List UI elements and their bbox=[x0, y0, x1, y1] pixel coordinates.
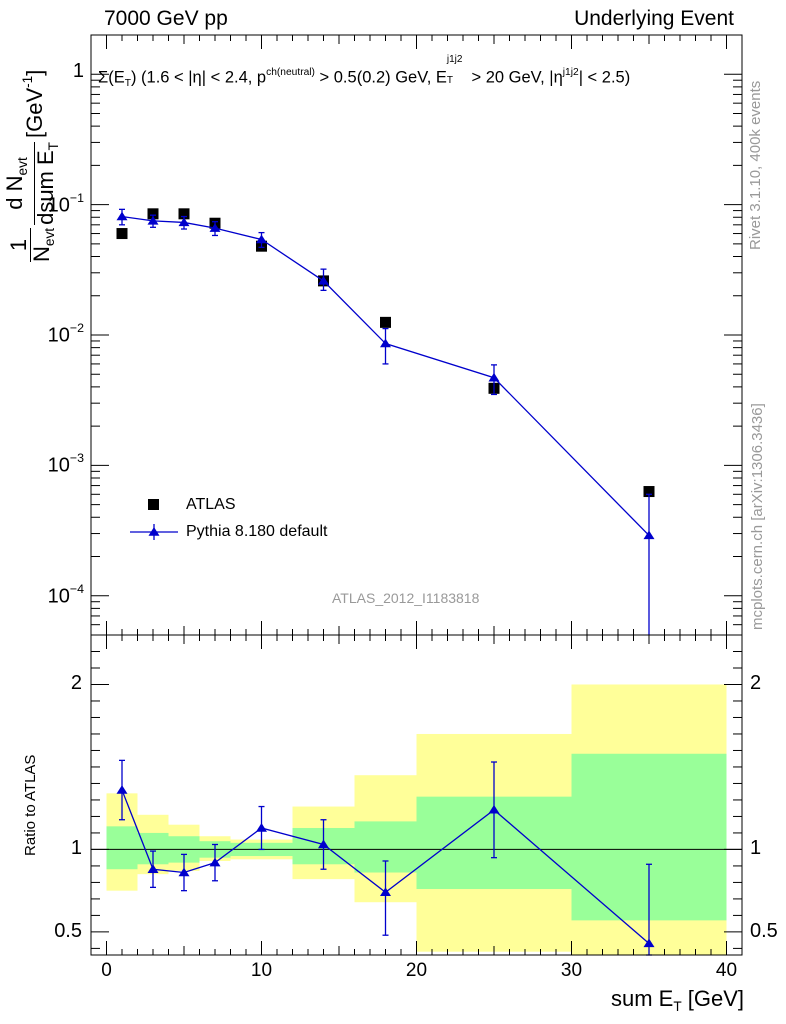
y-nevt-sub: evt bbox=[41, 227, 57, 247]
y-tick-label: 10−3 bbox=[48, 451, 84, 477]
legend-atlas-marker bbox=[148, 499, 159, 510]
x-tick-label: 30 bbox=[560, 960, 583, 981]
pythia-point bbox=[178, 217, 190, 227]
title-ej-script: j1j2 T bbox=[446, 54, 467, 86]
legend-label-atlas: ATLAS bbox=[186, 496, 236, 513]
ratio-pythia-point bbox=[178, 867, 190, 877]
pythia-point bbox=[116, 211, 128, 221]
title-prefix: Σ(E bbox=[98, 68, 125, 87]
y-tick-base: 10 bbox=[47, 454, 70, 477]
header-left: 7000 GeV pp bbox=[104, 7, 228, 30]
ratio-plot-frame bbox=[90, 634, 743, 956]
y-dsum-sub: T bbox=[45, 142, 61, 151]
atlas-point bbox=[178, 208, 190, 220]
y-tick-label: 10−2 bbox=[48, 321, 84, 347]
title-part2: > 0.5(0.2) GeV, E bbox=[314, 68, 447, 87]
ratio-tick-label-right: 2 bbox=[750, 672, 762, 695]
pythia-point bbox=[488, 372, 500, 382]
y-dnevt: d Nevt bbox=[2, 142, 35, 225]
pythia-point bbox=[643, 530, 655, 540]
pythia-point bbox=[256, 234, 267, 244]
y-tick-label: 10−4 bbox=[48, 582, 84, 608]
x-title-sub: T bbox=[673, 998, 682, 1014]
ratio-axis-title: Ratio to ATLAS bbox=[22, 754, 39, 856]
main-plot-frame bbox=[90, 34, 743, 636]
mcplots-label: mcplots.cern.ch [arXiv:1306.3436] bbox=[749, 403, 766, 630]
y-dn-sub: evt bbox=[14, 157, 30, 176]
ratio-pythia-point bbox=[643, 938, 655, 948]
ratio-pythia-point bbox=[256, 823, 267, 832]
plot-title: Σ(ET) (1.6 < |η| < 2.4, pch(neutral) > 0… bbox=[98, 54, 631, 90]
y-dn: d N bbox=[2, 175, 27, 210]
ratio-pythia-point bbox=[488, 804, 500, 814]
ratio-pythia-point bbox=[380, 887, 391, 897]
atlas-point bbox=[116, 228, 128, 240]
ratio-tick-label-right: 0.5 bbox=[750, 919, 778, 942]
y-unit: [GeV-1] bbox=[20, 69, 48, 138]
ratio-pythia-point bbox=[147, 864, 159, 873]
title-pt-sup: ch(neutral) bbox=[266, 66, 315, 78]
x-tick-label: 10 bbox=[250, 960, 273, 981]
ratio-tick-label-left: 1 bbox=[70, 837, 82, 860]
y-frac-one: 1 Nevt bbox=[6, 227, 61, 262]
y-one: 1 bbox=[6, 227, 31, 262]
y-nevt: Nevt bbox=[28, 227, 61, 262]
ratio-pythia-point bbox=[209, 857, 221, 867]
legend-pythia-marker bbox=[148, 527, 160, 536]
y-nevt-n: N bbox=[28, 246, 54, 262]
ratio-band-inner bbox=[106, 826, 138, 870]
y-tick-base: 1 bbox=[72, 60, 84, 83]
pythia-point bbox=[147, 215, 159, 225]
y-tick-exponent: −2 bbox=[69, 321, 84, 335]
y-axis-title: 1 Nevt d Nevt dsum ET [GeV-1] bbox=[2, 69, 65, 262]
ratio-bands bbox=[106, 684, 727, 955]
ratio-tick-label-left: 2 bbox=[70, 672, 82, 695]
pythia-point bbox=[380, 338, 391, 348]
x-title-main: sum E bbox=[610, 986, 674, 1011]
ratio-pythia-point bbox=[318, 839, 329, 849]
y-unit-close: ] bbox=[22, 69, 48, 76]
x-title-unit: [GeV] bbox=[681, 986, 744, 1011]
ratio-tick-label-right: 1 bbox=[750, 837, 762, 860]
y-tick-exponent: −3 bbox=[69, 451, 84, 466]
x-tick-label: 40 bbox=[715, 960, 738, 981]
y-tick-base: 10 bbox=[47, 193, 70, 216]
title-ej-sup: j1j2 bbox=[446, 54, 463, 65]
x-tick-label: 20 bbox=[405, 960, 428, 981]
y-tick-base: 10 bbox=[47, 585, 70, 608]
y-tick-exponent: −1 bbox=[69, 190, 84, 205]
legend-label-pythia: Pythia 8.180 default bbox=[186, 523, 328, 540]
analysis-watermark: ATLAS_2012_I1183818 bbox=[332, 590, 480, 606]
y-tick-base: 10 bbox=[47, 324, 70, 347]
y-tick-label: 10−1 bbox=[48, 191, 84, 217]
axes-ticks bbox=[91, 34, 742, 955]
ratio-tick-label-left: 0.5 bbox=[54, 919, 82, 942]
pythia-line bbox=[121, 215, 650, 536]
y-unit-text: [GeV bbox=[22, 87, 48, 138]
title-part4: | < 2.5) bbox=[578, 68, 631, 87]
data-marks bbox=[116, 208, 655, 956]
title-part1: ) (1.6 < |η| < 2.4, p bbox=[130, 68, 267, 87]
title-part3: > 20 GeV, |η bbox=[466, 68, 563, 87]
x-axis-title: sum ET [GeV] bbox=[611, 986, 744, 1014]
pythia-point bbox=[209, 223, 221, 232]
legend-marks bbox=[130, 499, 178, 540]
x-tick-label: 0 bbox=[101, 960, 112, 981]
atlas-point bbox=[147, 208, 159, 220]
ratio-pythia-point bbox=[116, 785, 128, 794]
atlas-point bbox=[380, 316, 391, 328]
y-unit-sup: -1 bbox=[20, 75, 36, 88]
title-ej-sub: T bbox=[446, 75, 453, 86]
atlas-point bbox=[643, 486, 655, 498]
title-et-sub: T bbox=[124, 78, 131, 90]
title-eta-sup: j1j2 bbox=[562, 66, 579, 78]
pythia-point bbox=[318, 275, 329, 285]
y-tick-exponent: −4 bbox=[69, 581, 84, 596]
rivet-label: Rivet 3.1.10, 400k events bbox=[747, 80, 764, 250]
y-tick-label: 1 bbox=[73, 60, 84, 83]
header-right: Underlying Event bbox=[574, 7, 734, 30]
